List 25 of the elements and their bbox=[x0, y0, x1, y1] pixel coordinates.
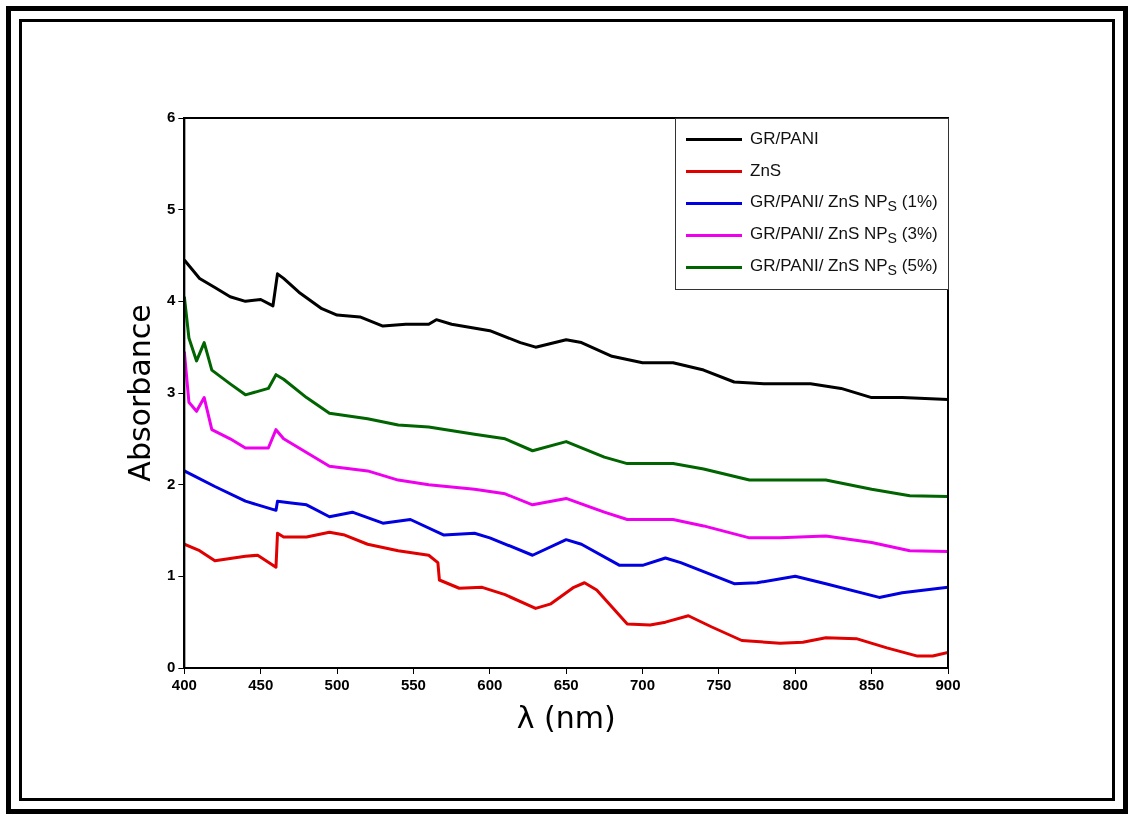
x-tick-label: 600 bbox=[477, 676, 503, 694]
y-tick-label: 2 bbox=[167, 474, 176, 492]
x-tick-label: 900 bbox=[935, 676, 961, 694]
x-tick-label: 750 bbox=[706, 676, 732, 694]
x-tick-label: 800 bbox=[782, 676, 808, 694]
legend-label: GR/PANI bbox=[750, 129, 819, 149]
x-tick-label: 700 bbox=[630, 676, 656, 694]
y-tick-label: 0 bbox=[167, 658, 176, 676]
x-tick-label: 650 bbox=[553, 676, 579, 694]
legend-label: GR/PANI/ ZnS NP$_{S}$ (5%) bbox=[750, 255, 938, 279]
y-tick-label: 3 bbox=[167, 383, 176, 401]
x-tick-label: 850 bbox=[859, 676, 885, 694]
x-axis-title: λ (nm) bbox=[516, 699, 616, 735]
legend-label: GR/PANI/ ZnS NP$_{S}$ (1%) bbox=[750, 191, 938, 215]
y-tick-label: 5 bbox=[167, 199, 176, 217]
x-tick-label: 550 bbox=[400, 676, 426, 694]
legend-label: ZnS bbox=[750, 161, 782, 181]
y-tick-label: 6 bbox=[167, 108, 176, 126]
y-axis-title: Absorbance bbox=[121, 304, 157, 482]
x-tick-label: 400 bbox=[171, 676, 197, 694]
y-tick-label: 4 bbox=[167, 291, 176, 309]
legend-label: GR/PANI/ ZnS NP$_{S}$ (3%) bbox=[750, 223, 938, 247]
y-tick-label: 1 bbox=[167, 566, 176, 584]
x-tick-label: 500 bbox=[324, 676, 350, 694]
x-tick-label: 450 bbox=[248, 676, 274, 694]
